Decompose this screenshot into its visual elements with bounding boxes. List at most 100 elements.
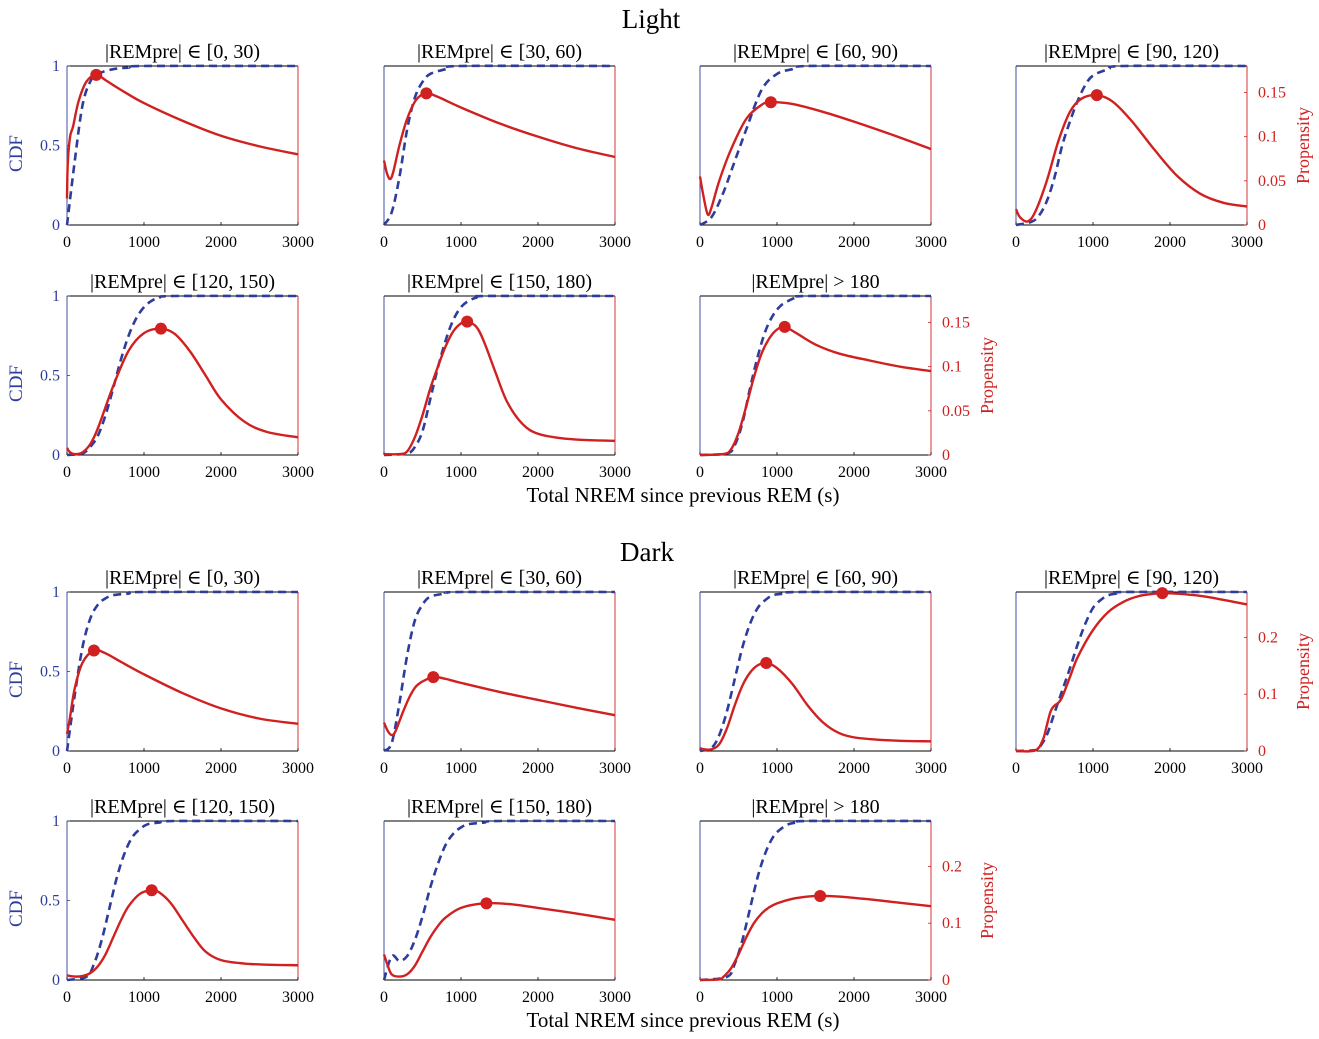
peak-marker xyxy=(145,884,158,897)
cdf-axis-label: CDF xyxy=(6,365,27,402)
cdf-series xyxy=(383,294,616,457)
cdf-series xyxy=(65,64,299,226)
x-tick-label: 1000 xyxy=(761,989,793,1006)
x-tick-label: 0 xyxy=(1012,760,1020,777)
x-tick-label: 3000 xyxy=(282,989,314,1006)
propensity-series xyxy=(1015,591,1248,753)
x-tick-label: 2000 xyxy=(1154,760,1186,777)
x-tick-label: 3000 xyxy=(282,760,314,777)
x-tick-label: 0 xyxy=(380,464,388,481)
x-tick-label: 3000 xyxy=(915,989,947,1006)
x-axis-label-light: Total NREM since previous REM (s) xyxy=(527,483,840,507)
x-tick-label: 0 xyxy=(380,234,388,251)
x-tick-label: 1000 xyxy=(445,464,477,481)
cdf-axis-label: CDF xyxy=(6,135,27,172)
x-tick-label: 2000 xyxy=(838,464,870,481)
x-tick-label: 3000 xyxy=(282,234,314,251)
panel-title: |REMpre| ∈ [90, 120) xyxy=(1044,41,1219,63)
propensity-series xyxy=(382,92,616,181)
panel-13: |REMpre| ∈ [150, 180) 0 1000 2000 3000 xyxy=(380,796,631,1006)
x-tick-label: 1000 xyxy=(128,760,160,777)
x-tick-label: 1000 xyxy=(761,760,793,777)
propensity-series xyxy=(65,648,299,735)
propensity-series xyxy=(699,661,932,751)
propensity-series xyxy=(65,73,299,199)
cdf-series xyxy=(382,819,616,981)
cdf-series xyxy=(1015,590,1248,753)
x-tick-label: 2000 xyxy=(205,234,237,251)
panel-title: |REMpre| ∈ [0, 30) xyxy=(105,567,260,589)
x-tick-label: 2000 xyxy=(522,464,554,481)
x-tick-label: 1000 xyxy=(445,760,477,777)
x-tick-label: 2000 xyxy=(1154,234,1186,251)
right-tick-label: 0 xyxy=(1258,217,1266,234)
peak-marker xyxy=(90,68,103,81)
propensity-axis-label: Propensity xyxy=(977,862,997,939)
panel-title: |REMpre| ∈ [120, 150) xyxy=(90,271,275,293)
propensity-series xyxy=(1014,93,1248,223)
x-tick-label: 3000 xyxy=(915,760,947,777)
x-tick-label: 2000 xyxy=(522,234,554,251)
cdf-series xyxy=(699,590,932,753)
x-tick-label: 1000 xyxy=(761,234,793,251)
left-tick-label: 0.5 xyxy=(40,664,60,681)
right-tick-label: 0.2 xyxy=(1258,629,1278,646)
x-tick-label: 0 xyxy=(380,989,388,1006)
panel-title: |REMpre| ∈ [90, 120) xyxy=(1044,567,1219,589)
propensity-series xyxy=(66,889,299,978)
x-tick-label: 3000 xyxy=(599,464,631,481)
section-title-dark: Dark xyxy=(620,537,674,567)
panel-6: |REMpre| ∈ [150, 180) 0 1000 2000 3000 xyxy=(380,271,631,481)
panel-title: |REMpre| ∈ [60, 90) xyxy=(733,41,898,63)
panel-10: |REMpre| ∈ [60, 90) 0 1000 2000 3000 xyxy=(696,567,947,777)
panel-8: |REMpre| ∈ [0, 30) 0 1000 2000 3000 0 0.5 1 CDF xyxy=(6,567,314,777)
propensity-series xyxy=(382,901,616,978)
left-tick-label: 0.5 xyxy=(40,368,60,385)
left-tick-label: 0 xyxy=(52,972,60,989)
x-tick-label: 0 xyxy=(63,464,71,481)
propensity-series xyxy=(65,327,299,456)
propensity-series xyxy=(382,675,616,737)
left-tick-label: 1 xyxy=(52,58,60,75)
right-tick-label: 0.1 xyxy=(942,359,962,376)
x-tick-label: 3000 xyxy=(599,760,631,777)
panel-2: |REMpre| ∈ [30, 60) 0 1000 2000 3000 xyxy=(380,41,631,251)
left-tick-label: 1 xyxy=(52,288,60,305)
cdf-axis-label: CDF xyxy=(6,890,27,927)
x-tick-label: 3000 xyxy=(915,464,947,481)
right-tick-label: 0.2 xyxy=(942,858,962,875)
x-tick-label: 0 xyxy=(63,989,71,1006)
panel-title: |REMpre| > 180 xyxy=(751,271,879,293)
propensity-axis-label: Propensity xyxy=(1293,633,1313,710)
peak-marker xyxy=(1090,89,1103,102)
propensity-series xyxy=(698,100,932,217)
peak-marker xyxy=(778,320,791,333)
x-tick-label: 3000 xyxy=(282,464,314,481)
x-tick-label: 1000 xyxy=(128,989,160,1006)
panel-4: |REMpre| ∈ [90, 120)0 1000 2000 300000.050.… xyxy=(1012,41,1313,251)
right-tick-label: 0.05 xyxy=(1258,173,1286,190)
panel-title: |REMpre| ∈ [30, 60) xyxy=(417,41,582,63)
x-tick-label: 2000 xyxy=(838,234,870,251)
x-tick-label: 0 xyxy=(696,760,704,777)
right-tick-label: 0 xyxy=(942,447,950,464)
x-tick-label: 0 xyxy=(696,464,704,481)
x-tick-label: 2000 xyxy=(522,760,554,777)
peak-marker xyxy=(760,656,773,669)
x-tick-label: 3000 xyxy=(1231,234,1263,251)
cdf-series xyxy=(383,590,616,753)
section-title-light: Light xyxy=(622,4,681,34)
cdf-series xyxy=(66,294,299,457)
x-tick-label: 0 xyxy=(1012,234,1020,251)
x-tick-label: 1000 xyxy=(445,989,477,1006)
x-tick-label: 3000 xyxy=(599,234,631,251)
right-tick-label: 0.05 xyxy=(942,403,970,420)
right-tick-label: 0.15 xyxy=(1258,85,1286,102)
x-tick-label: 2000 xyxy=(205,989,237,1006)
cdf-series xyxy=(65,590,299,752)
right-tick-label: 0.1 xyxy=(942,915,962,932)
x-axis-label-dark: Total NREM since previous REM (s) xyxy=(527,1008,840,1032)
right-tick-label: 0.1 xyxy=(1258,129,1278,146)
panel-title: |REMpre| ∈ [30, 60) xyxy=(417,567,582,589)
x-tick-label: 0 xyxy=(63,760,71,777)
